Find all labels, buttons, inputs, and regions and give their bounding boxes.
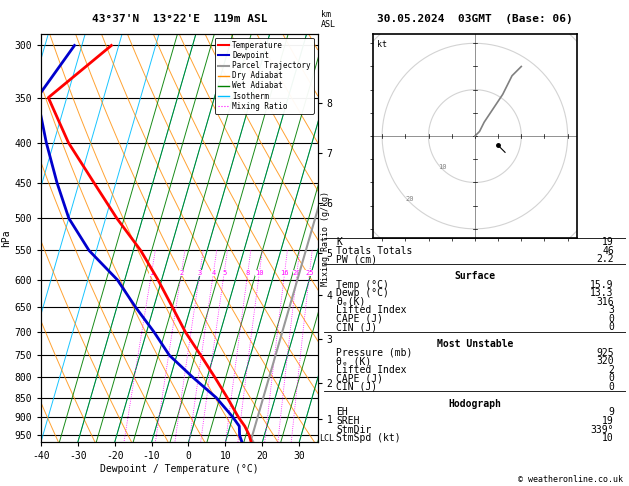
Text: 13.3: 13.3 [590, 288, 614, 298]
Text: 43°37'N  13°22'E  119m ASL: 43°37'N 13°22'E 119m ASL [91, 14, 267, 24]
Text: 2: 2 [179, 270, 184, 276]
Text: 0: 0 [608, 382, 614, 392]
Text: 0: 0 [608, 322, 614, 332]
Text: 30.05.2024  03GMT  (Base: 06): 30.05.2024 03GMT (Base: 06) [377, 14, 573, 24]
Text: 46: 46 [602, 246, 614, 256]
Text: CAPE (J): CAPE (J) [336, 373, 383, 383]
Text: 0: 0 [608, 314, 614, 324]
Text: 5: 5 [222, 270, 226, 276]
X-axis label: Dewpoint / Temperature (°C): Dewpoint / Temperature (°C) [100, 464, 259, 474]
Text: PW (cm): PW (cm) [336, 254, 377, 264]
Text: 3: 3 [198, 270, 202, 276]
Text: 316: 316 [596, 297, 614, 307]
Text: Pressure (mb): Pressure (mb) [336, 348, 413, 358]
Y-axis label: hPa: hPa [1, 229, 11, 247]
Text: LCL: LCL [319, 434, 334, 443]
Text: Mixing Ratio (g/kg): Mixing Ratio (g/kg) [321, 191, 330, 286]
Text: 10: 10 [438, 164, 447, 170]
Text: Dewp (°C): Dewp (°C) [336, 288, 389, 298]
Text: 8: 8 [245, 270, 250, 276]
Text: K: K [336, 237, 342, 247]
Text: Lifted Index: Lifted Index [336, 305, 406, 315]
Text: 339°: 339° [590, 424, 614, 434]
Text: 10: 10 [255, 270, 264, 276]
Text: Surface: Surface [454, 271, 496, 281]
Text: 9: 9 [608, 407, 614, 417]
Text: StmSpd (kt): StmSpd (kt) [336, 433, 401, 443]
Text: 10: 10 [602, 433, 614, 443]
Legend: Temperature, Dewpoint, Parcel Trajectory, Dry Adiabat, Wet Adiabat, Isotherm, Mi: Temperature, Dewpoint, Parcel Trajectory… [214, 38, 314, 114]
Text: 320: 320 [596, 356, 614, 366]
Text: Totals Totals: Totals Totals [336, 246, 413, 256]
Text: kt: kt [377, 40, 387, 49]
Text: 20: 20 [406, 196, 415, 202]
Text: 25: 25 [305, 270, 314, 276]
Text: 0: 0 [608, 373, 614, 383]
Text: 15.9: 15.9 [590, 280, 614, 290]
Text: SREH: SREH [336, 416, 360, 426]
Text: 20: 20 [292, 270, 301, 276]
Text: CIN (J): CIN (J) [336, 382, 377, 392]
Text: Most Unstable: Most Unstable [437, 339, 513, 349]
Text: 19: 19 [602, 416, 614, 426]
Text: CIN (J): CIN (J) [336, 322, 377, 332]
Text: km
ASL: km ASL [321, 10, 336, 29]
Text: 16: 16 [281, 270, 289, 276]
Text: 3: 3 [608, 305, 614, 315]
Text: 1: 1 [150, 270, 153, 276]
Text: CAPE (J): CAPE (J) [336, 314, 383, 324]
Text: 19: 19 [602, 237, 614, 247]
Text: 4: 4 [211, 270, 216, 276]
Text: θₑ(K): θₑ(K) [336, 297, 365, 307]
Text: Lifted Index: Lifted Index [336, 365, 406, 375]
Text: θₑ (K): θₑ (K) [336, 356, 371, 366]
Text: 2.2: 2.2 [596, 254, 614, 264]
Text: StmDir: StmDir [336, 424, 371, 434]
Text: © weatheronline.co.uk: © weatheronline.co.uk [518, 474, 623, 484]
Text: Hodograph: Hodograph [448, 399, 501, 409]
Text: 925: 925 [596, 348, 614, 358]
Text: Temp (°C): Temp (°C) [336, 280, 389, 290]
Text: 2: 2 [608, 365, 614, 375]
Text: EH: EH [336, 407, 348, 417]
